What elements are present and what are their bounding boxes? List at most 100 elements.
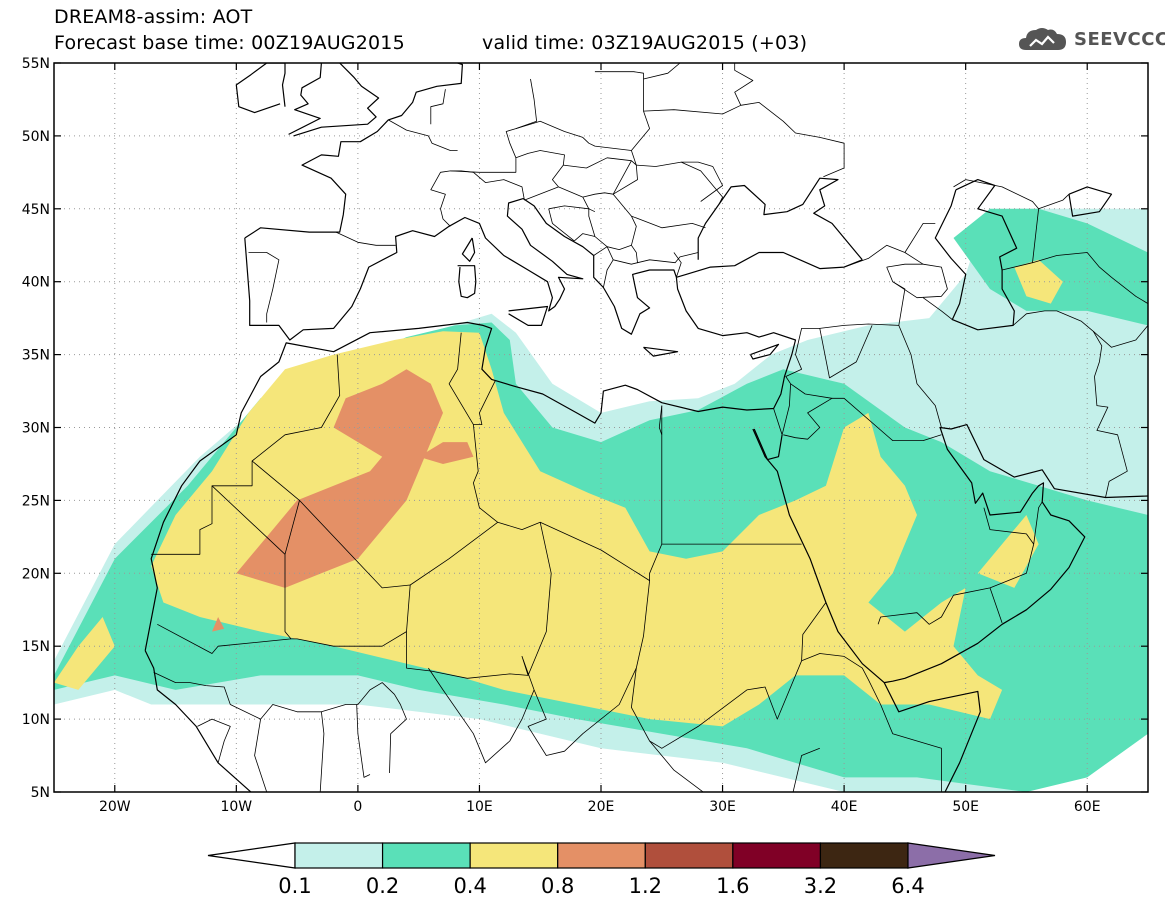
- lat-tick-label-7: 40N: [22, 275, 50, 291]
- border-30: [1012, 310, 1128, 498]
- logo-text: SEEVCCC: [1074, 28, 1165, 50]
- border-50: [548, 208, 575, 242]
- lon-tick-label-0: 20W: [99, 799, 131, 815]
- colorbar-segment-0: [294, 842, 384, 869]
- lon-tick-label-3: 10E: [466, 799, 493, 815]
- colorbar-label-2: 0.4: [453, 874, 486, 898]
- coastline-14: [749, 343, 780, 360]
- lon-tick-label-1: 10W: [220, 799, 252, 815]
- lat-tick-label-2: 15N: [22, 639, 50, 655]
- border-5: [473, 380, 496, 425]
- border-53: [613, 259, 638, 265]
- coastline-2: [752, 424, 1148, 684]
- lon-tick-label-4: 20E: [588, 799, 615, 815]
- lon-tick-label-5: 30E: [709, 799, 736, 815]
- border-51: [574, 233, 595, 242]
- border-60: [904, 223, 936, 253]
- border-27: [989, 587, 1003, 624]
- colorbar-label-1: 0.2: [366, 874, 399, 898]
- border-1: [157, 460, 411, 654]
- border-21: [783, 383, 833, 440]
- aot-region-1-1: [953, 208, 1148, 326]
- border-17: [197, 718, 231, 763]
- border-40: [450, 150, 565, 173]
- coastline-3: [753, 428, 783, 461]
- border-20: [773, 266, 906, 436]
- aot-region-3-2: [212, 617, 225, 632]
- border-52: [593, 246, 614, 288]
- border-42: [515, 120, 637, 166]
- border-31: [1093, 325, 1148, 348]
- forecast-base-time: Forecast base time: 00Z19AUG2015: [54, 32, 405, 54]
- border-56: [643, 102, 845, 178]
- lat-tick-label-0: 5N: [31, 785, 50, 801]
- border-0: [151, 354, 341, 555]
- colorbar-under-arrow: [207, 842, 296, 869]
- border-39: [430, 89, 446, 125]
- border-43: [505, 78, 537, 158]
- colorbar: 0.1 0.2 0.4 0.8 1.2 1.6 3.2 6.4: [207, 842, 996, 898]
- colorbar-segment-6: [819, 842, 909, 869]
- border-11: [649, 740, 820, 792]
- colorbar-label-4: 1.2: [629, 874, 662, 898]
- border-8: [406, 522, 552, 679]
- colorbar-segment-1: [381, 842, 471, 869]
- border-6: [497, 405, 663, 581]
- axis-ticks: 20W 10W 0 10E 20E 30E 40E 50E 60E 5N 10N 15N 20N 25N 3…: [22, 56, 1148, 815]
- border-33: [1032, 252, 1148, 304]
- border-45: [636, 161, 723, 205]
- border-3: [211, 485, 286, 555]
- colorbar-label-6: 3.2: [804, 874, 837, 898]
- border-15: [319, 711, 325, 792]
- cloud-icon: [1019, 28, 1066, 50]
- border-59: [843, 244, 924, 268]
- border-49: [548, 205, 596, 213]
- lon-tick-label-2: 0: [353, 799, 362, 815]
- border-38: [388, 119, 458, 151]
- border-44: [594, 71, 650, 151]
- border-10: [631, 602, 827, 749]
- coastline-6: [244, 63, 463, 239]
- border-2: [284, 500, 300, 640]
- coastline-5: [244, 198, 677, 341]
- border-25: [877, 507, 1035, 625]
- coastline-9: [235, 63, 286, 114]
- border-41: [524, 157, 638, 201]
- colorbar-label-7: 6.4: [891, 874, 924, 898]
- title-line1: DREAM8-assim: AOT: [54, 6, 253, 28]
- lat-tick-label-10: 55N: [22, 56, 50, 72]
- border-26: [1033, 501, 1043, 545]
- coastline-8: [288, 63, 322, 135]
- coastline-13: [643, 346, 679, 357]
- colorbar-segment-2: [469, 842, 559, 869]
- border-57: [681, 161, 723, 202]
- lon-tick-label-6: 40E: [831, 799, 858, 815]
- border-14: [356, 704, 371, 778]
- colorbar-over-arrow: [907, 842, 996, 869]
- valid-time: valid time: 03Z19AUG2015 (+03): [482, 32, 808, 54]
- aot-region-2-2: [1014, 259, 1063, 304]
- colorbar-label-5: 1.6: [716, 874, 749, 898]
- aot-field: [54, 208, 1148, 792]
- border-36: [335, 231, 396, 246]
- coastline-17: [934, 179, 1018, 331]
- border-58: [734, 63, 754, 106]
- colorbar-segment-5: [732, 842, 822, 869]
- coastline-11: [461, 237, 476, 262]
- lat-tick-label-9: 50N: [22, 129, 50, 145]
- lat-tick-label-1: 10N: [22, 712, 50, 728]
- geography: [144, 63, 1148, 792]
- coastline-12: [508, 305, 549, 326]
- border-47: [631, 215, 699, 264]
- border-24: [898, 325, 942, 428]
- lat-tick-label-5: 30N: [22, 421, 50, 437]
- colorbar-label-3: 0.8: [541, 874, 574, 898]
- lat-tick-label-4: 25N: [22, 493, 50, 509]
- border-48: [582, 196, 632, 250]
- aot-region-3-0: [236, 369, 443, 588]
- border-19: [658, 405, 663, 435]
- aot-region-3-1: [418, 442, 474, 464]
- coastline-7: [293, 63, 380, 137]
- lat-tick-label-6: 35N: [22, 348, 50, 364]
